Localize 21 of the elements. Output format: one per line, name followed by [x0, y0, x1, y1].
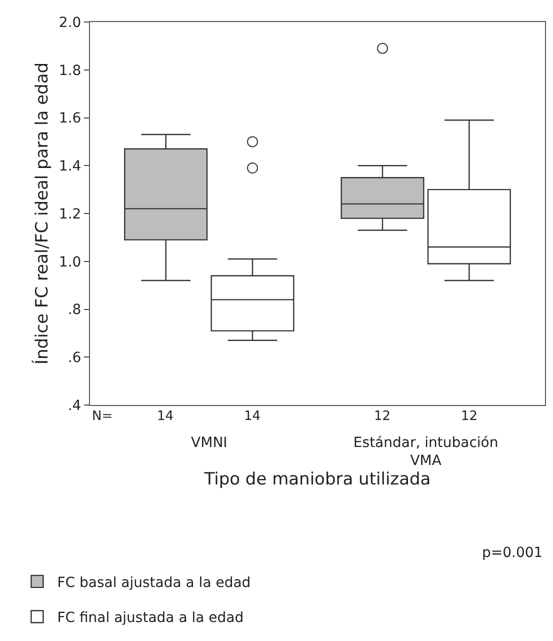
legend-label: FC basal ajustada a la edad — [57, 574, 251, 591]
x-axis-title: Tipo de maniobra utilizada — [203, 469, 431, 490]
x-tick-label: Estándar, intubación VMA — [353, 434, 498, 469]
y-axis-title: Índice FC real/FC ideal para la edad — [31, 62, 52, 365]
text: 14 — [244, 409, 261, 424]
text: N= — [92, 409, 113, 424]
y-tick-label: .4 — [68, 398, 82, 414]
text: 14 — [157, 409, 174, 424]
y-tick-label: 1.6 — [58, 110, 82, 127]
y-tick-label: .6 — [68, 350, 82, 366]
text: 1.0 — [58, 254, 82, 270]
y-tick-label: 1.8 — [58, 62, 82, 79]
y-tick-label: 1.4 — [58, 158, 82, 175]
y-tick-label: .8 — [68, 302, 82, 318]
x-tick-label: VMNI — [191, 434, 228, 451]
text: 2.0 — [58, 14, 82, 31]
text: 12 — [461, 409, 478, 424]
text: 12 — [374, 409, 391, 424]
text: p=0.001 — [482, 545, 543, 561]
legend-label: FC final ajustada a la edad — [57, 610, 244, 626]
y-tick-label: 1.2 — [58, 206, 82, 222]
